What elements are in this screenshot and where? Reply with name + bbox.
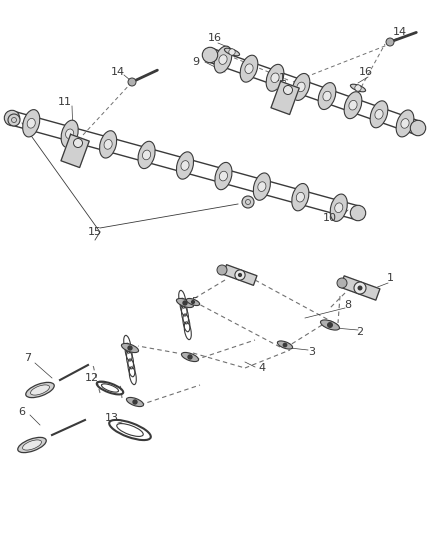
- Circle shape: [128, 78, 136, 86]
- Ellipse shape: [396, 110, 414, 137]
- Ellipse shape: [18, 438, 46, 453]
- Text: 11: 11: [273, 73, 287, 83]
- Circle shape: [217, 265, 227, 275]
- Ellipse shape: [277, 341, 293, 349]
- Text: 7: 7: [25, 353, 32, 363]
- Ellipse shape: [181, 352, 198, 361]
- Text: 16: 16: [208, 33, 222, 43]
- Circle shape: [283, 85, 293, 94]
- Ellipse shape: [296, 192, 304, 202]
- Polygon shape: [340, 276, 380, 300]
- Text: 5: 5: [191, 297, 198, 307]
- Circle shape: [74, 139, 82, 148]
- Polygon shape: [271, 82, 299, 115]
- Ellipse shape: [104, 140, 112, 149]
- Ellipse shape: [321, 320, 339, 330]
- Text: 10: 10: [323, 213, 337, 223]
- Text: 14: 14: [111, 67, 125, 77]
- Ellipse shape: [370, 101, 388, 128]
- Ellipse shape: [26, 382, 54, 398]
- Ellipse shape: [297, 82, 305, 92]
- Ellipse shape: [142, 150, 151, 160]
- Ellipse shape: [271, 73, 279, 83]
- Ellipse shape: [318, 83, 336, 110]
- Text: 9: 9: [192, 57, 200, 67]
- Ellipse shape: [23, 110, 40, 137]
- Circle shape: [386, 38, 394, 46]
- Circle shape: [8, 114, 20, 126]
- Circle shape: [229, 49, 235, 55]
- Ellipse shape: [258, 182, 266, 191]
- Text: 13: 13: [105, 413, 119, 423]
- Ellipse shape: [224, 48, 240, 56]
- Ellipse shape: [375, 109, 383, 119]
- Ellipse shape: [219, 171, 227, 181]
- Ellipse shape: [99, 131, 117, 158]
- Ellipse shape: [253, 173, 270, 200]
- Text: 12: 12: [85, 373, 99, 383]
- Ellipse shape: [344, 92, 362, 119]
- Text: 15: 15: [88, 227, 102, 237]
- Polygon shape: [223, 265, 257, 285]
- Ellipse shape: [22, 440, 42, 450]
- Circle shape: [127, 345, 133, 351]
- Polygon shape: [61, 134, 89, 167]
- Circle shape: [327, 322, 333, 328]
- Ellipse shape: [214, 46, 232, 73]
- Ellipse shape: [4, 110, 20, 126]
- Ellipse shape: [245, 64, 253, 74]
- Ellipse shape: [350, 84, 366, 92]
- Text: 2: 2: [357, 327, 364, 337]
- Ellipse shape: [66, 129, 74, 139]
- Circle shape: [187, 354, 193, 360]
- Ellipse shape: [401, 119, 409, 128]
- Ellipse shape: [323, 91, 331, 101]
- Ellipse shape: [27, 118, 35, 128]
- Circle shape: [355, 85, 361, 91]
- Text: 4: 4: [258, 363, 265, 373]
- Ellipse shape: [266, 64, 284, 91]
- Ellipse shape: [330, 194, 347, 221]
- Circle shape: [235, 270, 245, 280]
- Text: 11: 11: [58, 97, 72, 107]
- Ellipse shape: [215, 163, 232, 190]
- Circle shape: [132, 399, 138, 405]
- Circle shape: [283, 343, 287, 348]
- Ellipse shape: [186, 298, 200, 305]
- Ellipse shape: [138, 141, 155, 168]
- Ellipse shape: [202, 47, 218, 63]
- Ellipse shape: [31, 385, 49, 395]
- Circle shape: [337, 278, 347, 288]
- Circle shape: [354, 282, 366, 294]
- Ellipse shape: [121, 343, 138, 352]
- Ellipse shape: [350, 205, 366, 221]
- Ellipse shape: [127, 398, 144, 407]
- Text: 8: 8: [344, 300, 352, 310]
- Text: 6: 6: [18, 407, 25, 417]
- Circle shape: [242, 196, 254, 208]
- Ellipse shape: [240, 55, 258, 82]
- Ellipse shape: [181, 160, 189, 171]
- Text: 14: 14: [393, 27, 407, 37]
- Circle shape: [238, 273, 242, 277]
- Ellipse shape: [335, 203, 343, 213]
- Ellipse shape: [61, 120, 78, 148]
- Ellipse shape: [219, 55, 227, 64]
- Text: 16: 16: [359, 67, 373, 77]
- Circle shape: [191, 300, 195, 304]
- Ellipse shape: [177, 152, 194, 179]
- Ellipse shape: [292, 183, 309, 211]
- Ellipse shape: [349, 100, 357, 110]
- Ellipse shape: [410, 120, 426, 136]
- Text: 1: 1: [386, 273, 393, 283]
- Text: 3: 3: [308, 347, 315, 357]
- Ellipse shape: [292, 74, 310, 100]
- Circle shape: [357, 286, 363, 290]
- Circle shape: [182, 300, 188, 306]
- Ellipse shape: [177, 298, 194, 308]
